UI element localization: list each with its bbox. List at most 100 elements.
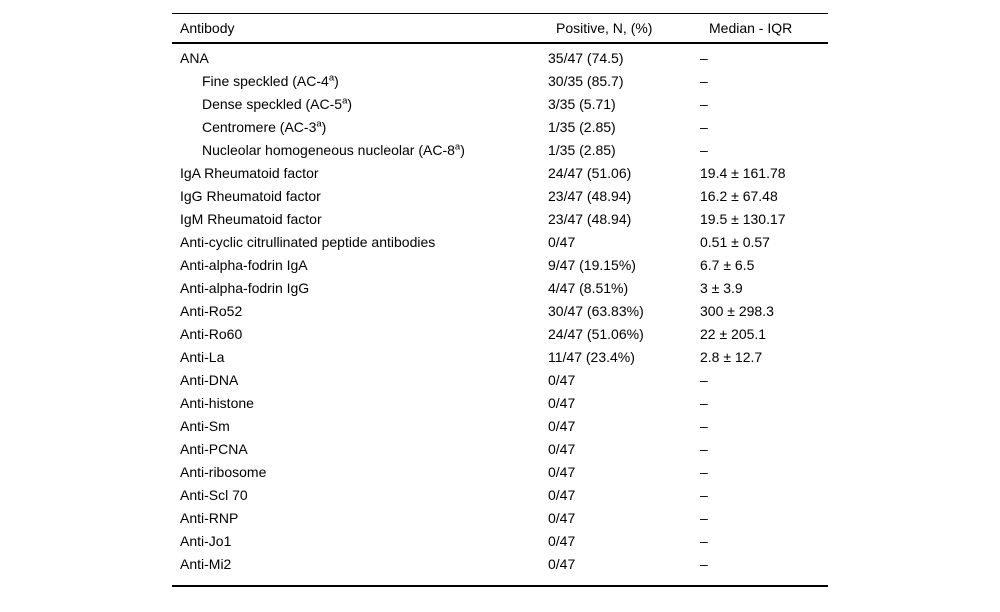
positive-n-pct-cell: 4/47 (8.51%) xyxy=(548,280,629,296)
antibody-cell: Nucleolar homogeneous nucleolar (AC-8a) xyxy=(172,139,548,162)
median-iqr-cell: – xyxy=(700,96,708,112)
median-iqr-cell: – xyxy=(700,142,708,158)
table-row: Centromere (AC-3a) 1/35 (2.85) – xyxy=(172,116,828,139)
positive-n-pct-cell: 0/47 xyxy=(548,372,576,388)
antibody-cell: Anti-alpha-fodrin IgG xyxy=(172,277,548,300)
antibody-cell: Dense speckled (AC-5a) xyxy=(172,93,548,116)
positive-n-pct-cell: 0/47 xyxy=(548,487,576,503)
median-iqr-cell: 300 ± 298.3 xyxy=(700,303,774,319)
antibody-label-end: ) xyxy=(460,142,465,158)
antibody-cell: Anti-La xyxy=(172,346,548,369)
table-row: Anti-ribosome 0/47 – xyxy=(172,461,828,484)
median-iqr-cell: – xyxy=(700,372,708,388)
column-header-antibody: Antibody xyxy=(172,13,548,44)
positive-n-pct-cell: 23/47 (48.94) xyxy=(548,188,632,204)
table-row: Fine speckled (AC-4a) 30/35 (85.7) – xyxy=(172,70,828,93)
antibody-label: Anti-Ro52 xyxy=(180,303,243,319)
antibody-label: Centromere (AC-3 xyxy=(202,119,317,135)
table-body: ANA 35/47 (74.5) – Fine speckled (AC-4a) 30/… xyxy=(172,43,828,586)
antibody-label: Anti-RNP xyxy=(180,510,239,526)
antibody-label-end: ) xyxy=(321,119,327,135)
antibody-cell: IgM Rheumatoid factor xyxy=(172,208,548,231)
antibody-label: Anti-Sm xyxy=(180,418,230,434)
antibody-label: IgM Rheumatoid factor xyxy=(180,211,322,227)
positive-n-pct-cell: 0/47 xyxy=(548,234,576,250)
antibody-cell: Centromere (AC-3a) xyxy=(172,116,548,139)
median-iqr-cell: 2.8 ± 12.7 xyxy=(700,349,763,365)
table-row: Anti-Ro60 24/47 (51.06%) 22 ± 205.1 xyxy=(172,323,828,346)
positive-n-pct-cell: 9/47 (19.15%) xyxy=(548,257,636,273)
antibody-cell: Anti-alpha-fodrin IgA xyxy=(172,254,548,277)
antibody-cell: Anti-PCNA xyxy=(172,438,548,461)
antibody-label: Anti-ribosome xyxy=(180,464,267,480)
median-iqr-cell: – xyxy=(700,487,708,503)
antibody-label: Anti-PCNA xyxy=(180,441,248,457)
positive-n-pct-cell: 0/47 xyxy=(548,441,576,457)
table-row: Anti-Mi2 0/47 – xyxy=(172,553,828,586)
antibody-cell: IgG Rheumatoid factor xyxy=(172,185,548,208)
table-row: Anti-Scl 70 0/47 – xyxy=(172,484,828,507)
positive-n-pct-cell: 0/47 xyxy=(548,395,576,411)
antibody-results-table: Antibody Positive, N, (%) Median - IQR A… xyxy=(172,13,828,587)
antibody-label: Anti-La xyxy=(180,349,225,365)
positive-n-pct-cell: 11/47 (23.4%) xyxy=(548,349,635,365)
median-iqr-cell: – xyxy=(700,395,708,411)
positive-n-pct-cell: 0/47 xyxy=(548,510,576,526)
column-header-positive-n-pct: Positive, N, (%) xyxy=(548,13,700,44)
antibody-label: Fine speckled (AC-4 xyxy=(202,73,329,89)
table-row: ANA 35/47 (74.5) – xyxy=(172,43,828,70)
table-header-row: Antibody Positive, N, (%) Median - IQR xyxy=(172,13,828,44)
table-row: Anti-alpha-fodrin IgA 9/47 (19.15%) 6.7 ± … xyxy=(172,254,828,277)
footnote-marker: a xyxy=(328,72,335,84)
median-iqr-cell: 3 ± 3.9 xyxy=(700,280,743,296)
antibody-label: Dense speckled (AC-5 xyxy=(202,96,343,112)
table-row: IgM Rheumatoid factor 23/47 (48.94) 19.5 ±… xyxy=(172,208,828,231)
positive-n-pct-cell: 0/47 xyxy=(548,556,576,572)
antibody-label: Anti-alpha-fodrin IgG xyxy=(180,280,310,296)
antibody-cell: Anti-Scl 70 xyxy=(172,484,548,507)
table-row: Anti-PCNA 0/47 – xyxy=(172,438,828,461)
antibody-cell: Anti-RNP xyxy=(172,507,548,530)
table-row: Anti-La 11/47 (23.4%) 2.8 ± 12.7 xyxy=(172,346,828,369)
table-row: Anti-DNA 0/47 – xyxy=(172,369,828,392)
positive-n-pct-cell: 1/35 (2.85) xyxy=(548,119,616,135)
antibody-label: Anti-cyclic citrullinated peptide antibo… xyxy=(180,234,436,250)
median-iqr-cell: – xyxy=(700,533,708,549)
antibody-label: Nucleolar homogeneous nucleolar (AC-8 xyxy=(202,142,455,158)
antibody-label: ANA xyxy=(180,50,209,66)
median-iqr-cell: – xyxy=(700,50,708,66)
median-iqr-cell: 19.4 ± 161.78 xyxy=(700,165,786,181)
antibody-label: Anti-histone xyxy=(180,395,254,411)
positive-n-pct-cell: 35/47 (74.5) xyxy=(548,50,624,66)
table-row: Anti-Ro52 30/47 (63.83%) 300 ± 298.3 xyxy=(172,300,828,323)
table-row: Anti-cyclic citrullinated peptide antibo… xyxy=(172,231,828,254)
table-row: Anti-histone 0/47 – xyxy=(172,392,828,415)
antibody-cell: Anti-DNA xyxy=(172,369,548,392)
median-iqr-cell: 6.7 ± 6.5 xyxy=(700,257,755,273)
antibody-results-table-container: Antibody Positive, N, (%) Median - IQR A… xyxy=(172,13,828,587)
footnote-marker: a xyxy=(316,118,322,130)
median-iqr-cell: 19.5 ± 130.17 xyxy=(700,211,786,227)
table-row: IgG Rheumatoid factor 23/47 (48.94) 16.2 ±… xyxy=(172,185,828,208)
table-row: Anti-Jo1 0/47 – xyxy=(172,530,828,553)
antibody-cell: Anti-cyclic citrullinated peptide antibo… xyxy=(172,231,548,254)
antibody-label: Anti-Mi2 xyxy=(180,556,232,572)
footnote-marker: a xyxy=(454,141,461,153)
antibody-cell: Anti-Mi2 xyxy=(172,553,548,586)
median-iqr-cell: 16.2 ± 67.48 xyxy=(700,188,778,204)
table-row: Anti-alpha-fodrin IgG 4/47 (8.51%) 3 ± 3.9 xyxy=(172,277,828,300)
positive-n-pct-cell: 0/47 xyxy=(548,464,576,480)
median-iqr-cell: – xyxy=(700,556,708,572)
antibody-cell: Anti-Ro52 xyxy=(172,300,548,323)
antibody-cell: Anti-Sm xyxy=(172,415,548,438)
antibody-cell: Fine speckled (AC-4a) xyxy=(172,70,548,93)
positive-n-pct-cell: 3/35 (5.71) xyxy=(548,96,616,112)
footnote-marker: a xyxy=(342,95,348,107)
positive-n-pct-cell: 23/47 (48.94) xyxy=(548,211,632,227)
antibody-cell: Anti-Jo1 xyxy=(172,530,548,553)
antibody-label-end: ) xyxy=(347,96,353,112)
table-row: IgA Rheumatoid factor 24/47 (51.06) 19.4 ±… xyxy=(172,162,828,185)
positive-n-pct-cell: 30/35 (85.7) xyxy=(548,73,624,89)
antibody-cell: Anti-ribosome xyxy=(172,461,548,484)
antibody-cell: Anti-histone xyxy=(172,392,548,415)
